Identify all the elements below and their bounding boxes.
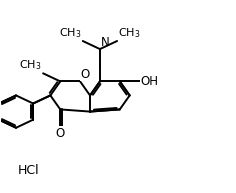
Text: OH: OH <box>141 75 159 88</box>
Text: N: N <box>100 36 109 49</box>
Text: CH$_3$: CH$_3$ <box>118 27 141 40</box>
Text: O: O <box>56 127 65 140</box>
Text: O: O <box>81 68 90 81</box>
Text: CH$_3$: CH$_3$ <box>59 27 82 40</box>
Text: CH$_3$: CH$_3$ <box>19 59 42 72</box>
Text: HCl: HCl <box>18 164 39 177</box>
